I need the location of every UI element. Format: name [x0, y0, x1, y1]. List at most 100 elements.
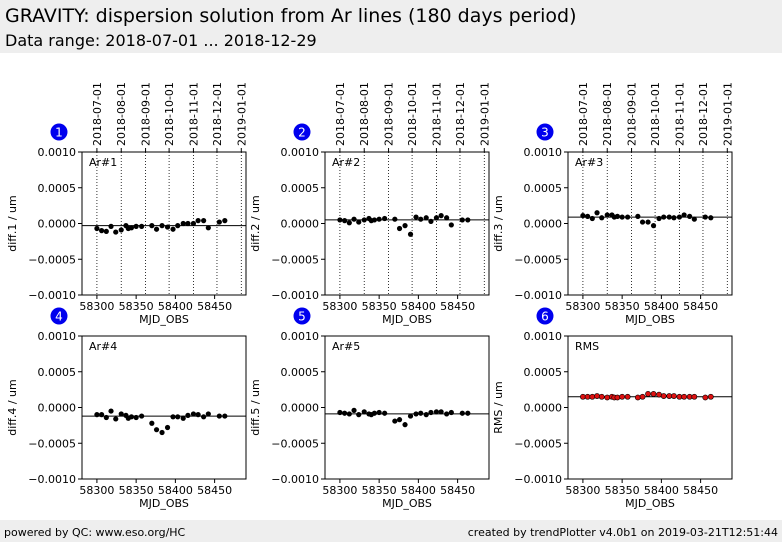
panel-number-badge — [536, 123, 554, 141]
panel-number-label: 5 — [298, 310, 306, 324]
data-point — [671, 393, 677, 399]
x-axis-label: MJD_OBS — [625, 313, 675, 326]
y-tick-label: −0.0005 — [28, 437, 76, 450]
data-range-subtitle: Data range: 2018-07-01 ... 2018-12-29 — [5, 31, 317, 50]
data-point — [589, 393, 596, 400]
data-point — [625, 214, 631, 220]
panel-1: −0.0010 −0.0005 0.0000 0.0005 0.0010 58300 583… — [6, 82, 248, 326]
data-point — [650, 223, 657, 229]
data-point — [201, 218, 207, 224]
x-tick-label: 58300 — [565, 300, 600, 313]
data-point — [133, 414, 139, 421]
data-point — [423, 412, 429, 418]
y-axis-label: diff.4 / um — [6, 379, 19, 436]
x-axis-label: MJD_OBS — [382, 497, 432, 510]
data-point — [599, 215, 605, 221]
data-point — [465, 217, 471, 223]
x-tick-label: 58400 — [158, 300, 193, 313]
data-point — [433, 409, 440, 415]
data-point — [681, 212, 687, 218]
data-point — [585, 213, 591, 219]
data-point — [614, 394, 621, 401]
data-point — [153, 427, 160, 433]
series-label: Ar#3 — [575, 156, 603, 169]
data-point — [418, 410, 424, 416]
data-point — [428, 409, 434, 416]
date-tick-label: 2018-11-01 — [430, 82, 443, 146]
x-axis-label: MJD_OBS — [382, 313, 432, 326]
data-point — [94, 412, 100, 418]
y-tick-label: 0.0000 — [38, 218, 77, 231]
y-tick-label: 0.0000 — [281, 218, 320, 231]
x-tick-label: 58350 — [362, 484, 397, 497]
data-point — [619, 393, 626, 400]
data-point — [133, 223, 139, 229]
plot-frame — [81, 335, 247, 480]
y-tick-label: 0.0010 — [281, 330, 320, 343]
x-tick-label: 58450 — [683, 300, 718, 313]
y-tick-label: 0.0000 — [524, 402, 563, 415]
panel-number-badge — [293, 123, 311, 141]
data-point — [164, 424, 171, 431]
panel-number-badge — [293, 307, 311, 325]
data-point — [624, 393, 631, 400]
data-point — [413, 411, 419, 417]
date-tick-label: 2018-09-01 — [140, 82, 153, 146]
y-tick-label: 0.0010 — [281, 146, 320, 159]
x-tick-label: 58300 — [322, 300, 357, 313]
y-tick-label: −0.0005 — [28, 253, 76, 266]
data-point — [444, 215, 450, 221]
data-point — [681, 393, 688, 400]
data-point — [691, 393, 698, 400]
data-point — [159, 429, 165, 436]
data-point — [396, 225, 403, 232]
data-point — [444, 411, 450, 417]
x-tick-label: 58300 — [79, 484, 114, 497]
data-point — [99, 412, 105, 418]
data-point — [580, 213, 586, 219]
x-tick-label: 58400 — [158, 484, 193, 497]
data-point — [402, 223, 408, 229]
date-tick-label: 2018-12-01 — [697, 82, 710, 146]
panel-2: −0.0010 −0.0005 0.0000 0.0005 0.0010 58300 583… — [249, 82, 491, 326]
x-axis-label: MJD_OBS — [625, 497, 675, 510]
y-axis-label: diff.1 / um — [6, 195, 19, 252]
data-point — [639, 219, 646, 225]
series-label: Ar#4 — [89, 340, 117, 353]
data-point — [346, 411, 352, 417]
data-point — [392, 418, 398, 424]
panel-number-badge — [50, 123, 68, 141]
series-label: Ar#2 — [332, 156, 360, 169]
data-point — [634, 394, 641, 401]
data-point — [118, 227, 124, 233]
x-tick-label: 58450 — [197, 300, 232, 313]
panel-number-label: 4 — [55, 310, 63, 324]
data-point — [190, 411, 197, 417]
data-point — [413, 214, 419, 220]
data-point — [459, 410, 465, 416]
data-point — [448, 409, 454, 416]
page-title: GRAVITY: dispersion solution from Ar lin… — [5, 5, 577, 27]
data-point — [185, 220, 191, 227]
data-point — [402, 422, 408, 428]
data-point — [376, 216, 382, 222]
y-axis-label: diff.5 / um — [249, 379, 262, 436]
data-point — [708, 215, 714, 221]
panel-6: −0.0010 −0.0005 0.0000 0.0005 0.0010 58300 583… — [492, 307, 733, 510]
data-point — [382, 410, 388, 416]
y-axis-label: RMS / um — [492, 381, 505, 434]
data-point — [346, 220, 352, 226]
data-point — [128, 414, 135, 420]
data-point — [702, 394, 709, 401]
panel-4: −0.0010 −0.0005 0.0000 0.0005 0.0010 58300 583… — [6, 307, 247, 510]
data-point — [195, 412, 201, 418]
panel-number-badge — [536, 307, 554, 325]
data-point — [371, 217, 378, 223]
y-tick-label: −0.0010 — [271, 473, 319, 486]
data-point — [661, 214, 667, 220]
y-tick-label: 0.0000 — [38, 402, 77, 415]
footer-powered-by: powered by QC: www.eso.org/HC — [4, 526, 186, 539]
x-tick-label: 58300 — [322, 484, 357, 497]
data-point — [170, 226, 176, 232]
data-point — [149, 223, 155, 229]
